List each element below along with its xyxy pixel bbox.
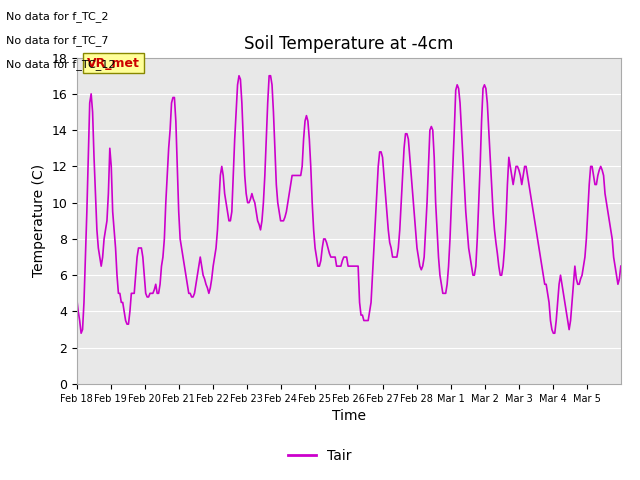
Text: No data for f_TC_12: No data for f_TC_12: [6, 59, 116, 70]
Y-axis label: Temperature (C): Temperature (C): [31, 164, 45, 277]
Title: Soil Temperature at -4cm: Soil Temperature at -4cm: [244, 35, 454, 53]
X-axis label: Time: Time: [332, 409, 366, 423]
Legend: Tair: Tair: [283, 443, 357, 468]
Text: No data for f_TC_2: No data for f_TC_2: [6, 11, 109, 22]
Text: No data for f_TC_7: No data for f_TC_7: [6, 35, 109, 46]
Text: VR_met: VR_met: [87, 57, 140, 70]
